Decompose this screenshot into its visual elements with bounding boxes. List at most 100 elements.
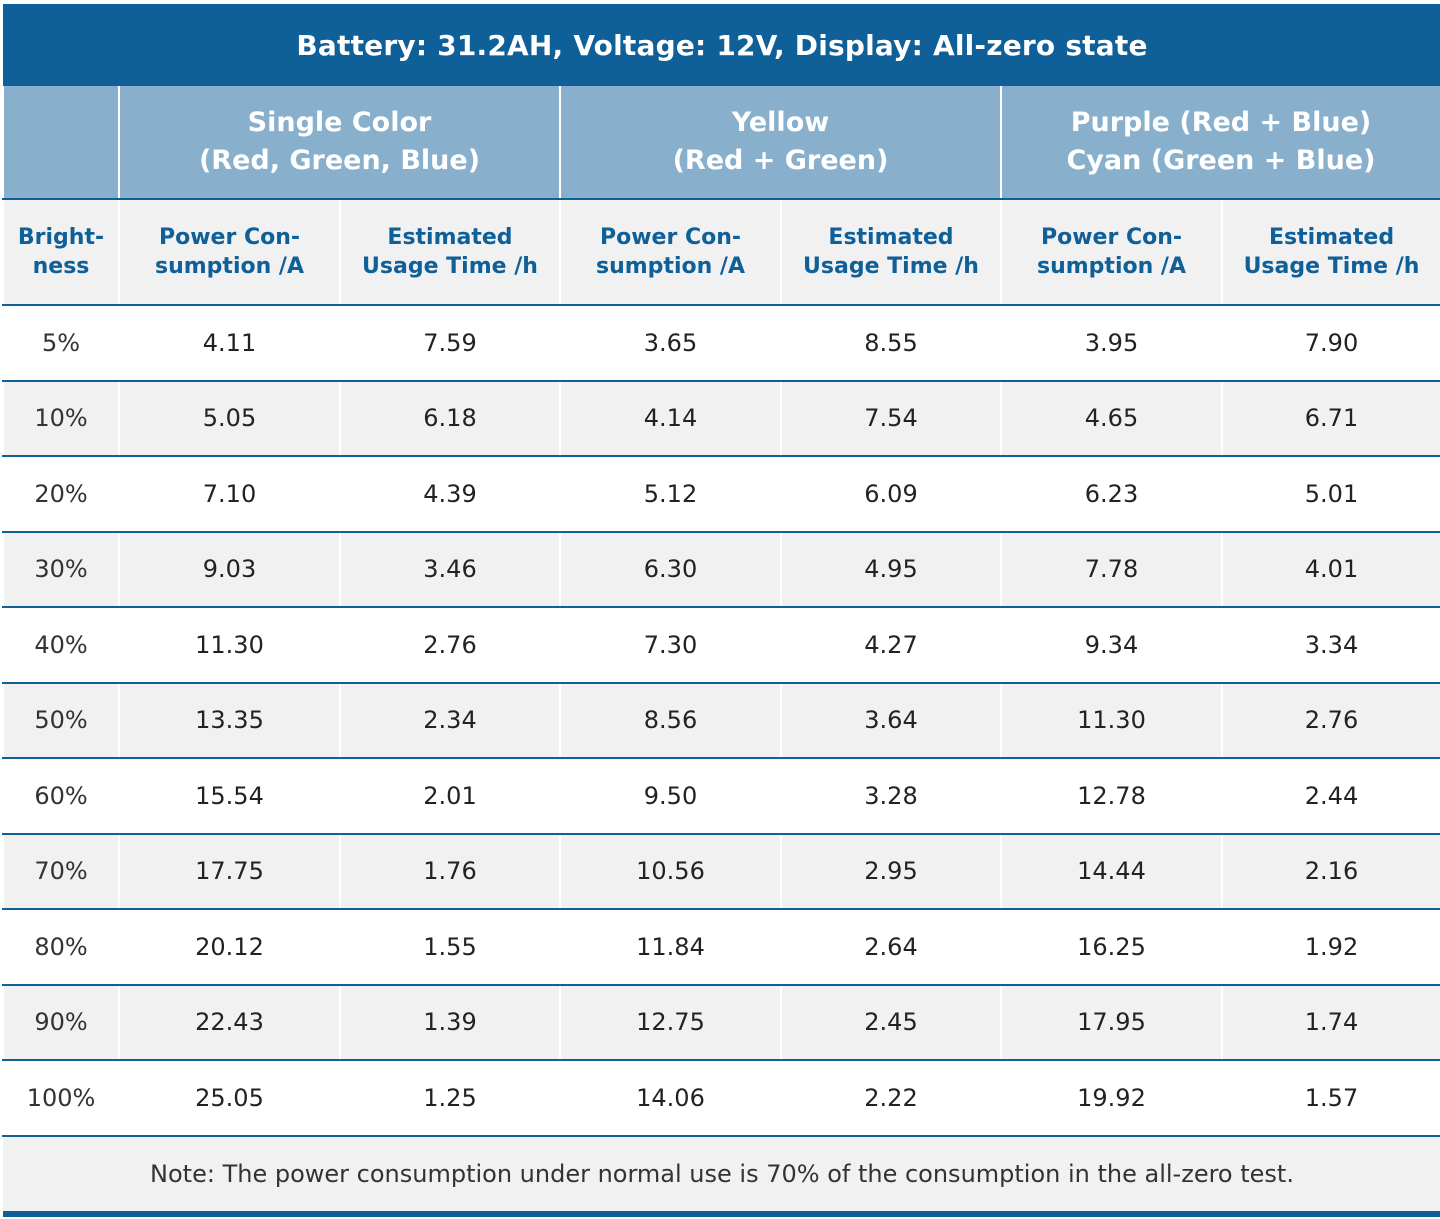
cell-single-power: 22.43 (118, 984, 341, 1061)
cell-single-power: 13.35 (118, 682, 341, 759)
cell-purple-cyan-time: 7.90 (1220, 305, 1440, 382)
cell-purple-cyan-power: 4.65 (1000, 380, 1223, 457)
cell-yellow-time: 3.28 (780, 758, 1002, 835)
cell-purple-cyan-power: 3.95 (1000, 305, 1223, 382)
group-line: (Red + Green) (672, 145, 889, 176)
table-row: 30% 9.03 3.46 6.30 4.95 7.78 4.01 (2, 531, 1440, 608)
cell-yellow-time: 2.45 (780, 984, 1002, 1061)
table-row: 90% 22.43 1.39 12.75 2.45 17.95 1.74 (2, 984, 1440, 1061)
cell-purple-cyan-time: 5.01 (1220, 456, 1440, 533)
cell-purple-cyan-power: 12.78 (1000, 758, 1223, 835)
cell-yellow-time: 2.64 (780, 909, 1002, 986)
cell-yellow-time: 8.55 (780, 305, 1002, 382)
cell-yellow-time: 2.95 (780, 833, 1002, 910)
cell-brightness: 90% (2, 984, 120, 1061)
cell-purple-cyan-time: 2.16 (1220, 833, 1440, 910)
group-line: Purple (Red + Blue) (1070, 107, 1372, 138)
table-row: 5% 4.11 7.59 3.65 8.55 3.95 7.90 (2, 305, 1440, 382)
cell-purple-cyan-time: 2.44 (1220, 758, 1440, 835)
cell-single-time: 7.59 (339, 305, 561, 382)
group-line: Yellow (731, 107, 830, 138)
table-note: Note: The power consumption under normal… (3, 1135, 1440, 1217)
cell-purple-cyan-power: 6.23 (1000, 456, 1223, 533)
cell-yellow-power: 4.14 (559, 380, 782, 457)
cell-yellow-power: 8.56 (559, 682, 782, 759)
cell-purple-cyan-time: 3.34 (1220, 607, 1440, 684)
cell-purple-cyan-power: 11.30 (1000, 682, 1223, 759)
cell-single-time: 4.39 (339, 456, 561, 533)
cell-yellow-power: 7.30 (559, 607, 782, 684)
cell-brightness: 20% (2, 456, 120, 533)
cell-yellow-power: 14.06 (559, 1060, 782, 1137)
cell-single-power: 15.54 (118, 758, 341, 835)
cell-single-time: 1.39 (339, 984, 561, 1061)
col-header-time: Estimated Usage Time /h (1220, 199, 1440, 306)
cell-single-time: 3.46 (339, 531, 561, 608)
group-line: Single Color (247, 107, 432, 138)
cell-brightness: 80% (2, 909, 120, 986)
cell-purple-cyan-time: 1.92 (1220, 909, 1440, 986)
cell-single-power: 5.05 (118, 380, 341, 457)
cell-purple-cyan-power: 19.92 (1000, 1060, 1223, 1137)
cell-yellow-time: 2.22 (780, 1060, 1002, 1137)
cell-yellow-power: 3.65 (559, 305, 782, 382)
col-header-power: Power Con-sumption /A (559, 199, 782, 306)
cell-yellow-power: 10.56 (559, 833, 782, 910)
group-header-empty (2, 86, 120, 200)
cell-single-power: 4.11 (118, 305, 341, 382)
col-header-brightness: Bright-ness (2, 199, 120, 306)
cell-purple-cyan-time: 1.57 (1220, 1060, 1440, 1137)
cell-single-time: 2.34 (339, 682, 561, 759)
cell-purple-cyan-power: 14.44 (1000, 833, 1223, 910)
group-header-single-color: Single Color (Red, Green, Blue) (118, 86, 561, 200)
cell-purple-cyan-power: 7.78 (1000, 531, 1223, 608)
cell-single-power: 25.05 (118, 1060, 341, 1137)
cell-purple-cyan-time: 4.01 (1220, 531, 1440, 608)
col-header-power: Power Con-sumption /A (1000, 199, 1223, 306)
cell-single-time: 2.01 (339, 758, 561, 835)
cell-yellow-power: 11.84 (559, 909, 782, 986)
cell-single-time: 1.55 (339, 909, 561, 986)
cell-yellow-power: 9.50 (559, 758, 782, 835)
cell-brightness: 5% (2, 305, 120, 382)
group-line: Cyan (Green + Blue) (1066, 145, 1376, 176)
table-row: 60% 15.54 2.01 9.50 3.28 12.78 2.44 (2, 758, 1440, 835)
col-header-time: Estimated Usage Time /h (339, 199, 561, 306)
cell-single-time: 6.18 (339, 380, 561, 457)
table-title: Battery: 31.2AH, Voltage: 12V, Display: … (3, 4, 1440, 86)
cell-brightness: 10% (2, 380, 120, 457)
cell-purple-cyan-power: 9.34 (1000, 607, 1223, 684)
cell-yellow-power: 12.75 (559, 984, 782, 1061)
cell-purple-cyan-time: 6.71 (1220, 380, 1440, 457)
cell-brightness: 100% (2, 1060, 120, 1137)
cell-yellow-time: 7.54 (780, 380, 1002, 457)
cell-brightness: 50% (2, 682, 120, 759)
cell-brightness: 40% (2, 607, 120, 684)
cell-purple-cyan-power: 17.95 (1000, 984, 1223, 1061)
battery-table-container: Battery: 31.2AH, Voltage: 12V, Display: … (2, 4, 1440, 1217)
table-row: 70% 17.75 1.76 10.56 2.95 14.44 2.16 (2, 833, 1440, 910)
cell-single-power: 11.30 (118, 607, 341, 684)
cell-single-power: 7.10 (118, 456, 341, 533)
col-header-time: Estimated Usage Time /h (780, 199, 1002, 306)
table-row: 80% 20.12 1.55 11.84 2.64 16.25 1.92 (2, 909, 1440, 986)
cell-single-power: 9.03 (118, 531, 341, 608)
cell-single-time: 1.25 (339, 1060, 561, 1137)
cell-single-power: 20.12 (118, 909, 341, 986)
cell-yellow-time: 4.27 (780, 607, 1002, 684)
cell-purple-cyan-power: 16.25 (1000, 909, 1223, 986)
cell-single-power: 17.75 (118, 833, 341, 910)
cell-brightness: 30% (2, 531, 120, 608)
table-row: 50% 13.35 2.34 8.56 3.64 11.30 2.76 (2, 682, 1440, 759)
group-line: (Red, Green, Blue) (198, 145, 481, 176)
cell-brightness: 60% (2, 758, 120, 835)
cell-single-time: 1.76 (339, 833, 561, 910)
cell-purple-cyan-time: 2.76 (1220, 682, 1440, 759)
table-row: 10% 5.05 6.18 4.14 7.54 4.65 6.71 (2, 380, 1440, 457)
table-row: 40% 11.30 2.76 7.30 4.27 9.34 3.34 (2, 607, 1440, 684)
cell-purple-cyan-time: 1.74 (1220, 984, 1440, 1061)
cell-yellow-power: 5.12 (559, 456, 782, 533)
battery-usage-table: Battery: 31.2AH, Voltage: 12V, Display: … (2, 4, 1440, 1217)
cell-yellow-time: 3.64 (780, 682, 1002, 759)
cell-single-time: 2.76 (339, 607, 561, 684)
